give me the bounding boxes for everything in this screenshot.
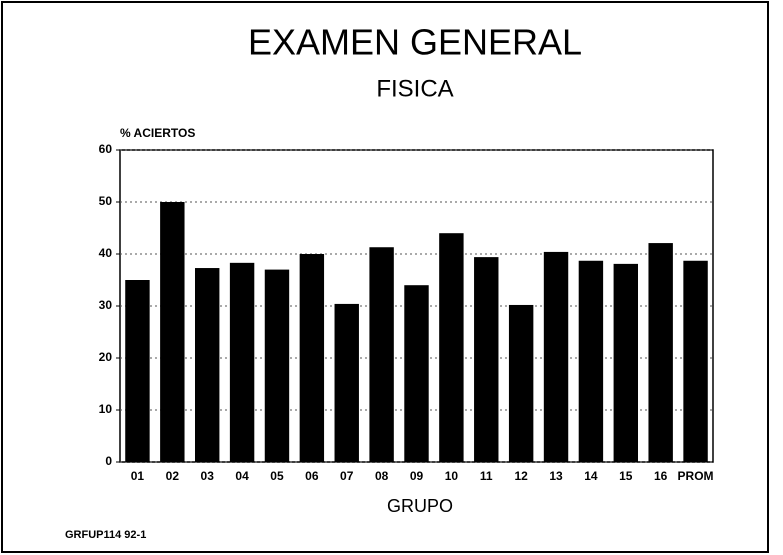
x-tick-label: 07 — [340, 469, 354, 483]
y-tick-label: 30 — [99, 298, 113, 312]
bar — [683, 260, 708, 462]
bar — [474, 257, 499, 462]
x-tick-label: 12 — [514, 469, 528, 483]
bar — [578, 260, 604, 462]
x-tick-label: 14 — [584, 469, 598, 483]
x-tick-label: 15 — [619, 469, 633, 483]
bar — [334, 303, 359, 462]
bar — [613, 263, 639, 462]
x-axis-label: GRUPO — [387, 496, 453, 516]
bar — [229, 262, 255, 462]
chart-title: EXAMEN GENERAL — [248, 22, 582, 63]
frame — [1, 1, 769, 553]
x-tick-label: 08 — [375, 469, 389, 483]
y-tick-label: 60 — [99, 142, 113, 156]
x-tick-label: 01 — [131, 469, 145, 483]
bar — [299, 254, 325, 462]
bar — [369, 247, 394, 462]
x-tick-label: 16 — [654, 469, 668, 483]
bar — [648, 243, 673, 462]
y-tick-label: 50 — [99, 194, 113, 208]
bar — [439, 233, 464, 462]
x-tick-label: 05 — [270, 469, 284, 483]
x-tick-label: 10 — [445, 469, 459, 483]
y-tick-label: 10 — [99, 402, 113, 416]
bar — [543, 251, 569, 462]
x-tick-label: 11 — [480, 469, 493, 483]
chart-subtitle: FISICA — [376, 75, 453, 102]
x-tick-label: 04 — [235, 469, 249, 483]
bar — [264, 269, 290, 462]
y-axis-label: % ACIERTOS — [120, 126, 195, 140]
footnote: GRFUP114 92-1 — [65, 529, 146, 541]
x-tick-label: 03 — [201, 469, 215, 483]
bar — [404, 285, 429, 462]
y-tick-label: 0 — [105, 454, 112, 468]
x-tick-label: 09 — [410, 469, 424, 483]
y-tick-label: 20 — [99, 350, 113, 364]
bar — [160, 202, 185, 462]
x-tick-label: 02 — [166, 469, 180, 483]
x-tick-label: 06 — [305, 469, 319, 483]
x-tick-label: PROM — [678, 469, 714, 483]
y-tick-label: 40 — [99, 246, 113, 260]
x-tick-label: 13 — [549, 469, 563, 483]
bar — [125, 280, 150, 462]
bar — [194, 268, 220, 462]
bar — [508, 304, 534, 462]
